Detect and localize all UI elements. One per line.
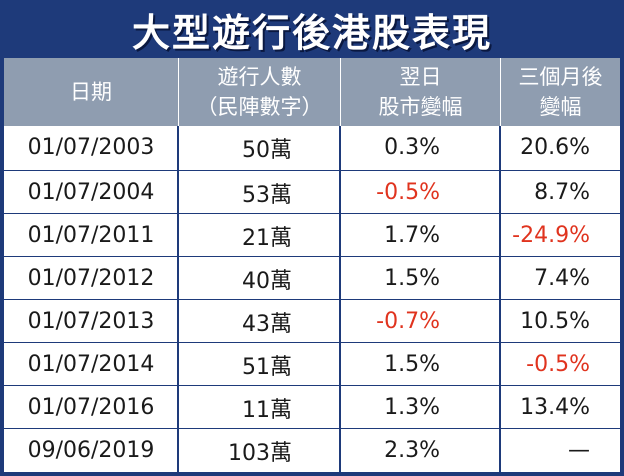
- cell-three-month: -24.9%: [512, 223, 590, 248]
- cell-next-day: -0.7%: [376, 309, 440, 334]
- cell-date: 01/07/2013: [27, 309, 155, 334]
- table-header: 日期 遊行人數 （民陣數字） 翌日 股市變幅 三個月後 變幅: [4, 58, 620, 126]
- cell-next-day: -0.5%: [376, 180, 440, 205]
- table-row: 01/07/2003 50萬 0.3% 20.6%: [4, 126, 620, 169]
- header-divider: [178, 58, 179, 126]
- cell-three-month: 8.7%: [534, 180, 590, 205]
- cell-three-month: -0.5%: [526, 352, 590, 377]
- table-row: 01/07/2014 51萬 1.5% -0.5%: [4, 342, 620, 386]
- table-row: 01/07/2013 43萬 -0.7% 10.5%: [4, 299, 620, 343]
- header-three-label-2: 變幅: [539, 95, 582, 119]
- cell-crowd: 21萬: [242, 225, 292, 251]
- cell-next-day: 2.3%: [384, 438, 440, 463]
- cell-three-month: 20.6%: [520, 135, 590, 160]
- header-date-label: 日期: [70, 80, 112, 104]
- cell-crowd: 40萬: [242, 268, 292, 294]
- table-row: 09/06/2019 103萬 2.3% —: [4, 428, 620, 472]
- cell-date: 09/06/2019: [27, 438, 155, 463]
- table-body: 09/06/2019 103萬 2.3% — 01/07/2016 11萬 1.3% 13.4…: [4, 126, 620, 472]
- cell-three-month: 7.4%: [534, 266, 590, 291]
- table-row: 01/07/2016 11萬 1.3% 13.4%: [4, 385, 620, 429]
- cell-crowd: 51萬: [242, 354, 292, 380]
- table-title: 大型遊行後港股表現: [131, 10, 492, 55]
- header-crowd-label-1: 遊行人數: [217, 65, 302, 89]
- cell-three-month: 10.5%: [520, 309, 590, 334]
- cell-date: 01/07/2004: [27, 180, 155, 205]
- cell-next-day: 0.3%: [384, 135, 440, 160]
- cell-date: 01/07/2003: [27, 135, 155, 160]
- cell-crowd: 103萬: [228, 440, 292, 466]
- header-date: 日期: [4, 58, 178, 126]
- header-divider: [500, 58, 501, 126]
- header-three-month: 三個月後 變幅: [501, 58, 620, 126]
- header-divider: [340, 58, 341, 126]
- table-row: 01/07/2004 53萬 -0.5% 8.7%: [4, 170, 620, 214]
- cell-crowd: 53萬: [242, 182, 292, 208]
- column-divider: [499, 126, 501, 472]
- header-three-label-1: 三個月後: [518, 65, 603, 89]
- header-next-label-1: 翌日: [399, 65, 442, 89]
- cell-date: 01/07/2012: [27, 266, 155, 291]
- cell-next-day: 1.5%: [384, 266, 440, 291]
- cell-three-month: 13.4%: [520, 395, 590, 420]
- header-crowd: 遊行人數 （民陣數字）: [179, 58, 340, 126]
- cell-crowd: 50萬: [242, 137, 292, 163]
- header-crowd-label-2: （民陣數字）: [196, 95, 323, 119]
- cell-next-day: 1.5%: [384, 352, 440, 377]
- header-next-day: 翌日 股市變幅: [341, 58, 500, 126]
- cell-three-month: —: [568, 438, 590, 463]
- cell-next-day: 1.3%: [384, 395, 440, 420]
- cell-date: 01/07/2011: [27, 223, 155, 248]
- column-divider: [339, 126, 341, 472]
- cell-date: 01/07/2014: [27, 352, 155, 377]
- cell-crowd: 11萬: [242, 397, 292, 423]
- cell-next-day: 1.7%: [384, 223, 440, 248]
- table-row: 01/07/2012 40萬 1.5% 7.4%: [4, 256, 620, 300]
- header-next-label-2: 股市變幅: [378, 95, 463, 119]
- cell-crowd: 43萬: [242, 311, 292, 337]
- table-row: 01/07/2011 21萬 1.7% -24.9%: [4, 213, 620, 257]
- cell-date: 01/07/2016: [27, 395, 155, 420]
- column-divider: [177, 126, 179, 472]
